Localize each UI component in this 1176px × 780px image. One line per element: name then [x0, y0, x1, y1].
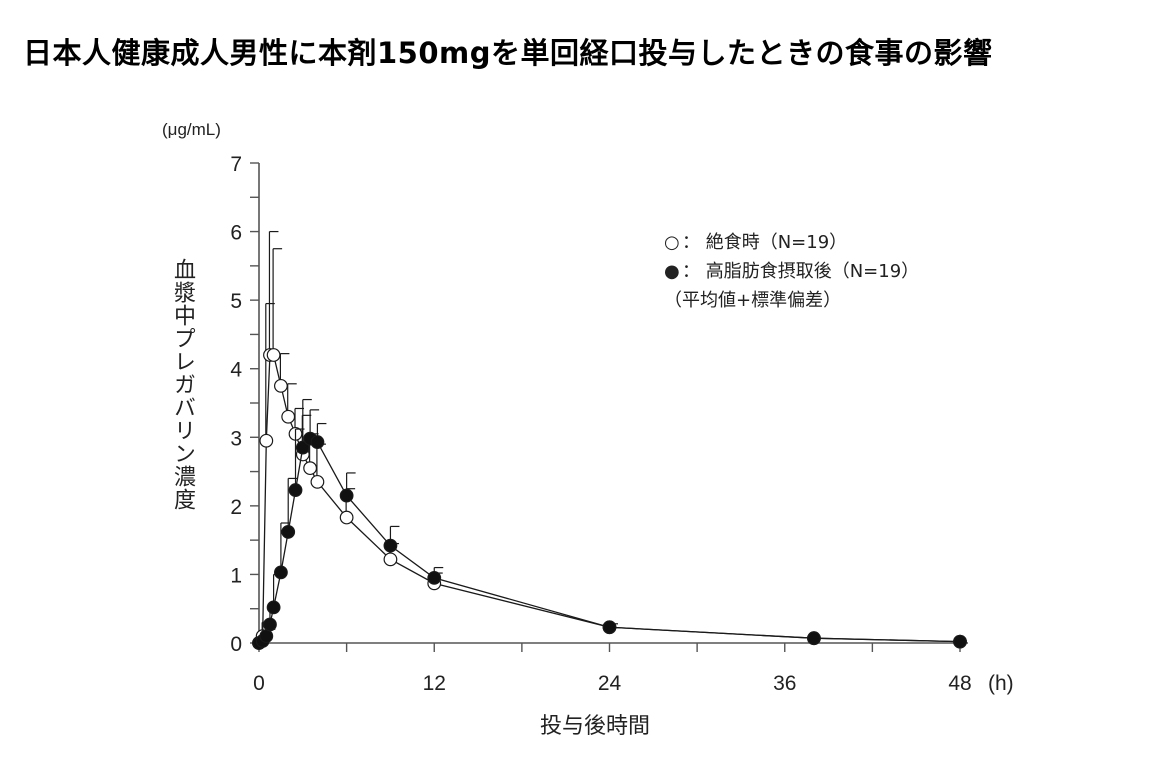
y-axis-label: 血漿中プレガバリン濃度 — [170, 258, 195, 511]
y-tick-label: 6 — [230, 222, 242, 245]
filled-circle-marker — [266, 600, 281, 615]
x-axis-unit: (h) — [988, 672, 1014, 695]
filled-circle-marker — [295, 440, 310, 455]
filled-circle-marker — [383, 538, 398, 553]
y-tick-label: 0 — [230, 633, 242, 656]
open-circle-marker — [383, 552, 398, 567]
open-circle-marker — [281, 409, 296, 424]
x-tick-label: 24 — [598, 672, 622, 695]
open-circle-marker — [303, 461, 318, 476]
y-tick-label: 7 — [230, 153, 242, 176]
filled-circle-marker — [953, 634, 967, 649]
open-circle-marker — [259, 433, 274, 448]
open-circle-icon: ○ — [664, 232, 680, 253]
legend-note: （平均値+標準偏差） — [664, 290, 842, 311]
y-tick-label: 4 — [230, 359, 242, 382]
x-tick-label: 48 — [948, 672, 971, 695]
legend-item-fasting: ○： 絶食時（N=19） — [664, 228, 919, 257]
x-tick-label: 0 — [253, 672, 265, 695]
filled-circle-marker — [602, 620, 617, 635]
filled-circle-marker — [310, 435, 325, 449]
filled-circle-marker — [339, 488, 354, 503]
y-axis-unit: (μg/mL) — [162, 120, 221, 139]
filled-circle-marker — [288, 483, 303, 497]
chart-title: 日本人健康成人男性に本剤150mgを単回経口投与したときの食事の影響 — [23, 36, 993, 70]
fed-line — [258, 437, 961, 644]
y-tick-label: 1 — [230, 564, 242, 587]
filled-circle-marker — [281, 525, 296, 539]
legend-label-fasting: ： 絶食時（N=19） — [682, 232, 848, 253]
filled-circle-marker — [263, 617, 277, 632]
y-tick-label: 3 — [230, 427, 242, 450]
filled-circle-marker — [274, 565, 288, 580]
chart-legend: ○： 絶食時（N=19） ●： 高脂肪食摂取後（N=19） （平均値+標準偏差） — [664, 228, 919, 315]
legend-item-fed: ●： 高脂肪食摂取後（N=19） — [664, 257, 919, 286]
filled-circle-marker — [427, 570, 442, 585]
filled-circle-marker — [259, 629, 274, 644]
filled-circle-icon: ● — [664, 261, 680, 282]
y-tick-label: 5 — [230, 290, 242, 313]
x-tick-label: 12 — [423, 672, 446, 695]
filled-circle-marker — [807, 631, 821, 646]
open-circle-marker — [274, 378, 288, 393]
legend-label-fed: ： 高脂肪食摂取後（N=19） — [682, 261, 920, 282]
x-tick-label: 36 — [773, 672, 796, 695]
open-circle-marker — [310, 474, 325, 489]
y-tick-label: 2 — [230, 496, 242, 519]
x-axis-label: 投与後時間 — [540, 714, 651, 739]
open-circle-marker — [339, 510, 354, 525]
open-circle-marker — [266, 348, 281, 362]
fasting-line — [258, 354, 961, 644]
